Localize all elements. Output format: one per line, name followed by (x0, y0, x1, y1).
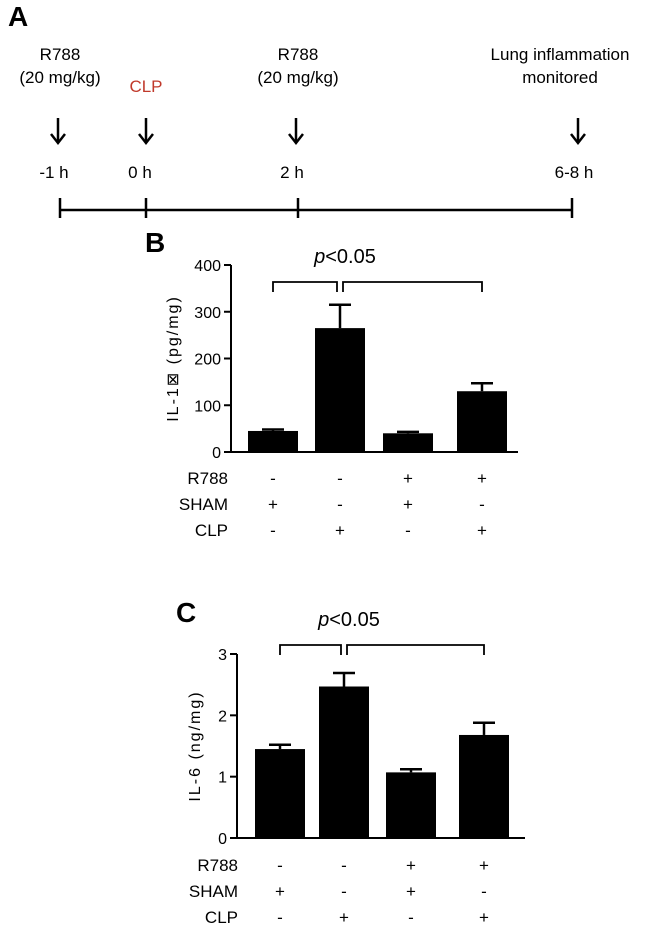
p-symbol: p (313, 246, 325, 268)
timeline-time: 0 h (128, 163, 152, 182)
condition-sign: - (270, 469, 276, 488)
y-tick-label: 400 (194, 258, 221, 275)
condition-sign: + (479, 856, 489, 875)
p-threshold: <0.05 (329, 609, 380, 631)
timeline-time: 2 h (280, 163, 304, 182)
condition-sign: + (335, 521, 345, 540)
condition-label: SHAM (179, 495, 228, 514)
condition-sign: + (479, 908, 489, 927)
y-tick-label: 1 (218, 770, 227, 787)
condition-sign: - (337, 469, 343, 488)
bar (383, 433, 433, 452)
panel-a-letter: A (8, 1, 28, 32)
condition-label: R788 (187, 469, 228, 488)
y-tick-label: 100 (194, 398, 221, 415)
timeline-label: (20 mg/kg) (257, 68, 338, 87)
condition-sign: + (403, 469, 413, 488)
timeline-label: Lung inflammation (491, 45, 630, 64)
y-tick-label: 2 (218, 708, 227, 725)
timeline-label: R788 (278, 45, 319, 64)
condition-sign: + (406, 882, 416, 901)
condition-sign: - (270, 521, 276, 540)
p-symbol: p (317, 609, 329, 631)
condition-sign: - (405, 521, 411, 540)
significance-bracket (343, 282, 482, 292)
y-tick-label: 0 (218, 831, 227, 848)
chart-b: 0 100 200 300 400 IL-1⊠ (pg/mg) p<0.05 R788 - - + +… (165, 246, 518, 540)
condition-label: SHAM (189, 882, 238, 901)
bar (319, 687, 369, 838)
condition-label: CLP (205, 908, 238, 927)
condition-sign: - (481, 882, 487, 901)
condition-sign: + (403, 495, 413, 514)
timeline-label: R788 (40, 45, 81, 64)
condition-sign: + (268, 495, 278, 514)
y-tick-label: 0 (212, 445, 221, 462)
condition-sign: + (339, 908, 349, 927)
chart-c: 0 1 2 3 IL-6 (ng/mg) p<0.05 R788 - - + + SHAM + - + - CL… (187, 609, 525, 927)
timeline-time: -1 h (39, 163, 68, 182)
timeline-label: (20 mg/kg) (19, 68, 100, 87)
condition-sign: - (341, 882, 347, 901)
p-value-label: p<0.05 (317, 609, 380, 631)
panel-c-letter: C (176, 597, 196, 628)
p-value-label: p<0.05 (313, 246, 376, 268)
y-axis-label: IL-1⊠ (pg/mg) (165, 295, 182, 422)
p-threshold: <0.05 (325, 246, 376, 268)
condition-sign: + (406, 856, 416, 875)
panel-b-letter: B (145, 227, 165, 258)
bar (255, 749, 305, 838)
bar (248, 431, 298, 452)
bar (315, 328, 365, 452)
timeline: R788 (20 mg/kg) -1 h CLP 0 h R788 (20 mg/kg) 2 … (19, 45, 629, 218)
y-tick-label: 3 (218, 647, 227, 664)
bar (457, 391, 507, 452)
significance-bracket (280, 645, 341, 655)
timeline-label: CLP (129, 77, 162, 96)
bar (386, 772, 436, 838)
timeline-time: 6-8 h (555, 163, 594, 182)
condition-label: R788 (197, 856, 238, 875)
y-tick-label: 300 (194, 305, 221, 322)
condition-sign: + (477, 469, 487, 488)
condition-sign: - (277, 908, 283, 927)
y-axis-label: IL-6 (ng/mg) (187, 690, 204, 801)
timeline-label: monitored (522, 68, 598, 87)
condition-sign: - (277, 856, 283, 875)
bar (459, 735, 509, 838)
condition-sign: - (337, 495, 343, 514)
condition-sign: - (341, 856, 347, 875)
y-tick-label: 200 (194, 352, 221, 369)
condition-sign: + (275, 882, 285, 901)
condition-sign: + (477, 521, 487, 540)
significance-bracket (273, 282, 337, 292)
condition-label: CLP (195, 521, 228, 540)
condition-sign: - (408, 908, 414, 927)
condition-sign: - (479, 495, 485, 514)
significance-bracket (347, 645, 484, 655)
